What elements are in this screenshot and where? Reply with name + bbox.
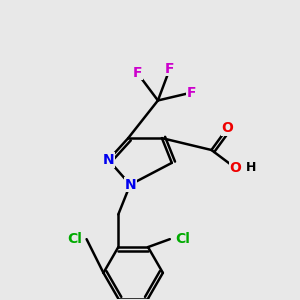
Text: N: N [124, 178, 136, 192]
Text: H: H [246, 161, 256, 174]
Text: F: F [165, 62, 175, 76]
Text: O: O [221, 121, 233, 135]
Text: F: F [132, 66, 142, 80]
Text: F: F [187, 85, 196, 100]
Text: Cl: Cl [175, 232, 190, 246]
Text: Cl: Cl [67, 232, 82, 246]
Text: N: N [103, 153, 114, 167]
Text: O: O [229, 161, 241, 175]
